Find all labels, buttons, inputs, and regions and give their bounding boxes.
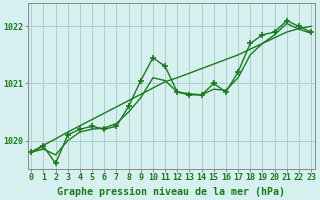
X-axis label: Graphe pression niveau de la mer (hPa): Graphe pression niveau de la mer (hPa) [57,186,285,197]
